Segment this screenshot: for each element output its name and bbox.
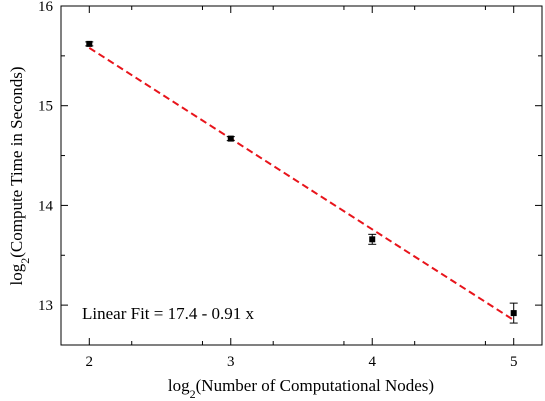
points-layer xyxy=(85,40,518,324)
y-tick-label: 14 xyxy=(38,198,54,214)
y-axis-label-sub: 2 xyxy=(18,258,32,264)
x-tick-label: 5 xyxy=(510,354,518,370)
y-axis-label-log: log xyxy=(7,263,26,285)
x-tick-label: 2 xyxy=(86,354,94,370)
y-axis-label-rest: (Compute Time in Seconds) xyxy=(7,67,26,258)
x-tick-label: 3 xyxy=(227,354,235,370)
y-tick-label: 15 xyxy=(38,99,53,115)
y-tick-label: 16 xyxy=(38,0,54,15)
annotation: Linear Fit = 17.4 - 0.91 x xyxy=(82,304,255,323)
data-point xyxy=(86,40,93,47)
fit-line xyxy=(88,47,515,321)
x-tick-label: 4 xyxy=(368,354,376,370)
x-axis-label-rest: (Number of Computational Nodes) xyxy=(196,376,434,395)
y-axis-label: log2(Compute Time in Seconds) xyxy=(7,67,32,286)
x-axis-label-sub: 2 xyxy=(190,387,196,401)
data-point xyxy=(510,310,517,317)
ticks: 2 3 4 5 13 14 15 16 xyxy=(38,0,542,370)
x-axis-label-log: log xyxy=(168,376,190,395)
data-point xyxy=(227,135,234,142)
plot-frame xyxy=(60,5,543,346)
fit-layer xyxy=(88,47,515,321)
x-axis-label: log2(Number of Computational Nodes) xyxy=(168,376,434,401)
y-tick-label: 13 xyxy=(38,298,53,314)
data-point xyxy=(369,236,376,243)
